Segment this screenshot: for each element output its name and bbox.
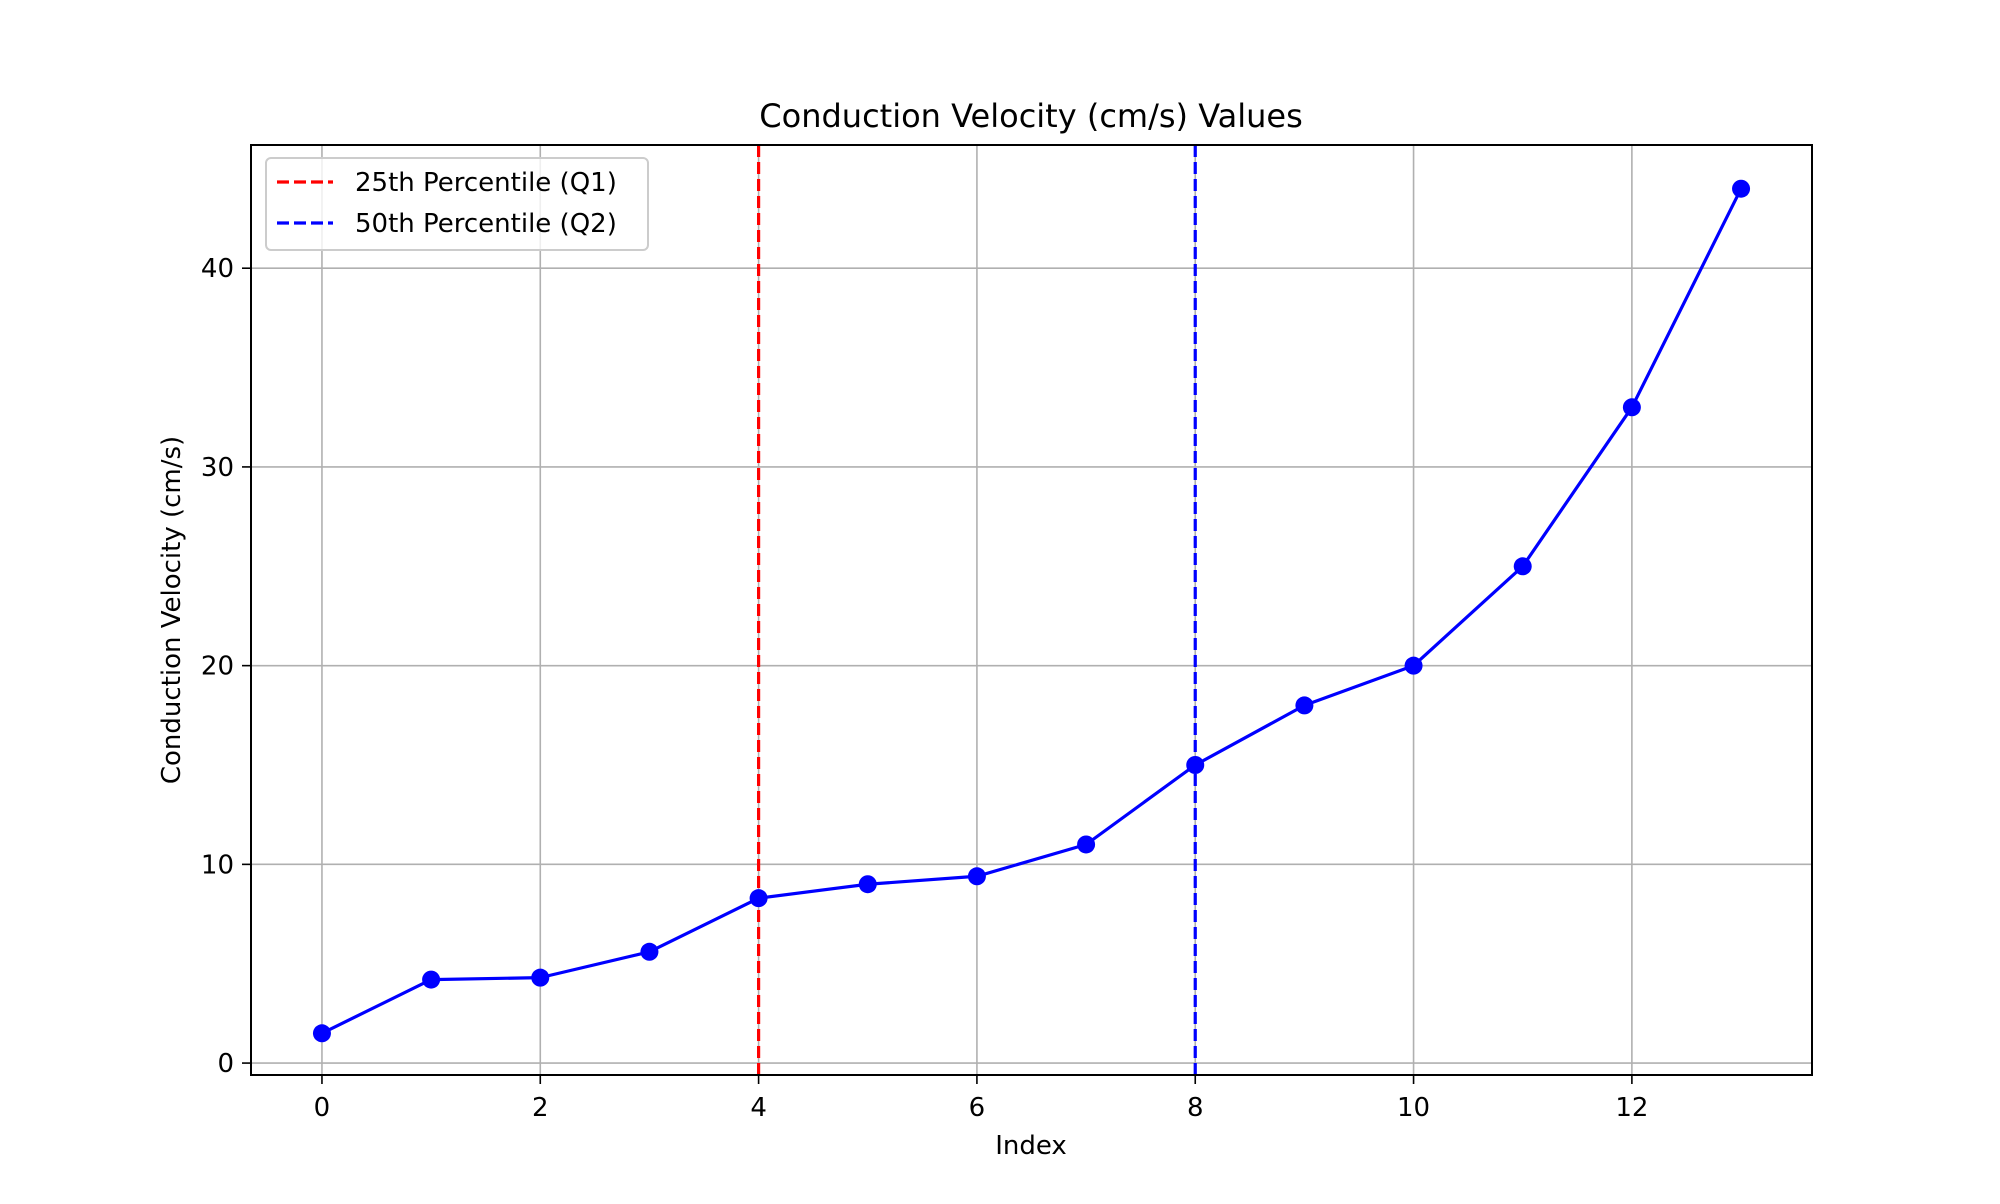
legend-box	[265, 157, 649, 251]
axis-ticks: 0 2 4 6 8 10 12 0 10 20 30 40	[201, 254, 1649, 1123]
x-tick-label: 12	[1615, 1093, 1648, 1123]
data-point	[1622, 398, 1641, 417]
y-tick-label: 0	[217, 1049, 234, 1079]
legend-q1-label: 25th Percentile (Q1)	[355, 168, 617, 198]
data-point	[640, 942, 659, 961]
data-point	[422, 970, 441, 989]
y-tick-label: 40	[201, 254, 234, 284]
chart-title: Conduction Velocity (cm/s) Values	[759, 97, 1302, 135]
y-tick-label: 20	[201, 652, 234, 682]
data-point	[1295, 696, 1314, 715]
data-point	[1513, 557, 1532, 576]
x-tick-label: 0	[314, 1093, 331, 1123]
data-point	[1077, 835, 1096, 854]
x-axis-label: Index	[995, 1131, 1067, 1161]
x-tick-label: 6	[969, 1093, 986, 1123]
legend: 25th Percentile (Q1) 50th Percentile (Q2…	[265, 157, 649, 251]
data-point	[531, 968, 550, 987]
y-tick-label: 30	[201, 453, 234, 483]
y-axis-label: Conduction Velocity (cm/s)	[157, 436, 187, 784]
data-point	[312, 1024, 331, 1043]
data-point	[1404, 656, 1423, 675]
data-point	[749, 889, 768, 908]
legend-q2-label: 50th Percentile (Q2)	[355, 209, 617, 239]
x-tick-label: 2	[532, 1093, 549, 1123]
x-tick-label: 4	[750, 1093, 767, 1123]
data-point	[1732, 179, 1751, 198]
x-tick-label: 8	[1187, 1093, 1204, 1123]
y-tick-label: 10	[201, 850, 234, 880]
data-point	[967, 867, 986, 886]
reference-lines	[756, 145, 1197, 1075]
series-layer	[312, 179, 1751, 1043]
x-tick-label: 10	[1397, 1093, 1430, 1123]
data-point	[1186, 756, 1205, 774]
plot-area-frame	[250, 144, 1813, 1076]
series-line	[321, 188, 1743, 1035]
data-point	[858, 875, 877, 894]
